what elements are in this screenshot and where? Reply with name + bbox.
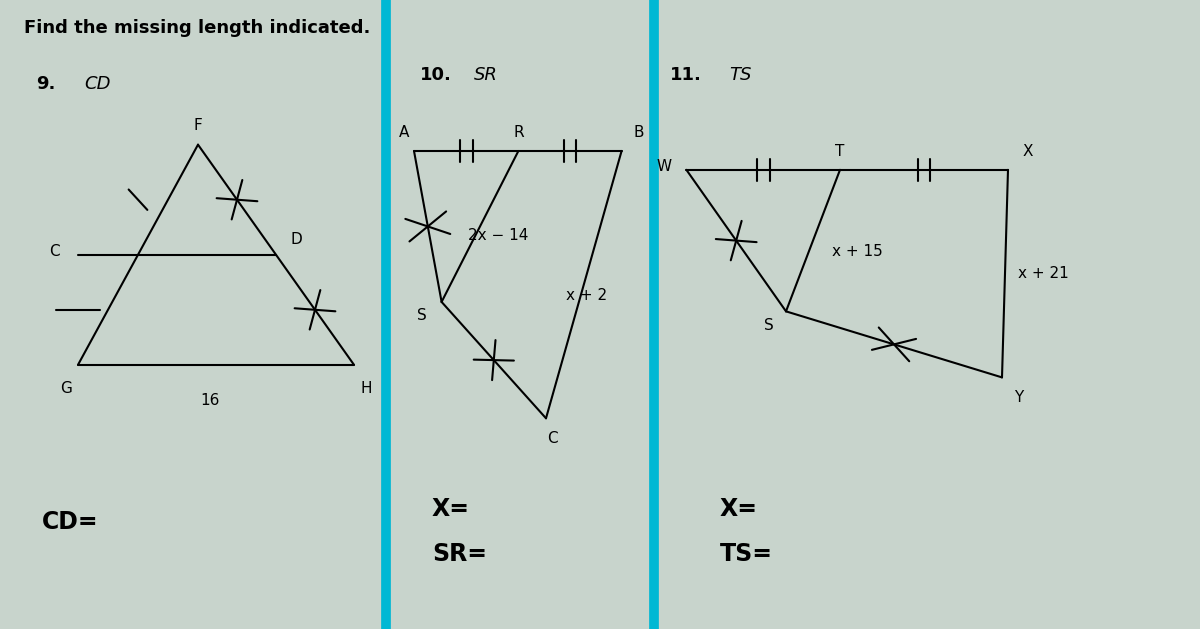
Text: X=: X= [432,498,470,521]
Text: SR=: SR= [432,542,487,565]
Text: R: R [514,125,523,140]
Text: D: D [290,232,302,247]
Text: 16: 16 [200,393,220,408]
Text: Find the missing length indicated.: Find the missing length indicated. [24,19,371,37]
Text: T: T [835,143,845,159]
Text: Y: Y [1014,390,1024,405]
Text: CD=: CD= [42,510,98,534]
Text: SR: SR [474,66,498,84]
Text: 10.: 10. [420,66,452,84]
Text: X=: X= [720,498,758,521]
Text: F: F [193,118,203,133]
Text: CD: CD [84,75,110,94]
Text: 9.: 9. [36,75,55,94]
Text: X: X [1022,143,1033,159]
Text: W: W [656,159,672,174]
Text: 2x − 14: 2x − 14 [468,228,528,243]
Text: B: B [634,125,644,140]
Text: C: C [49,244,60,259]
Text: C: C [547,431,557,446]
Text: 11.: 11. [670,66,702,84]
Text: TS: TS [730,66,752,84]
Text: x + 15: x + 15 [832,244,882,259]
Text: A: A [400,125,409,140]
Text: H: H [360,381,372,396]
Text: S: S [418,308,427,323]
Text: G: G [60,381,72,396]
Text: x + 2: x + 2 [566,288,607,303]
Text: x + 21: x + 21 [1018,266,1068,281]
Text: S: S [764,318,774,333]
Text: TS=: TS= [720,542,773,565]
